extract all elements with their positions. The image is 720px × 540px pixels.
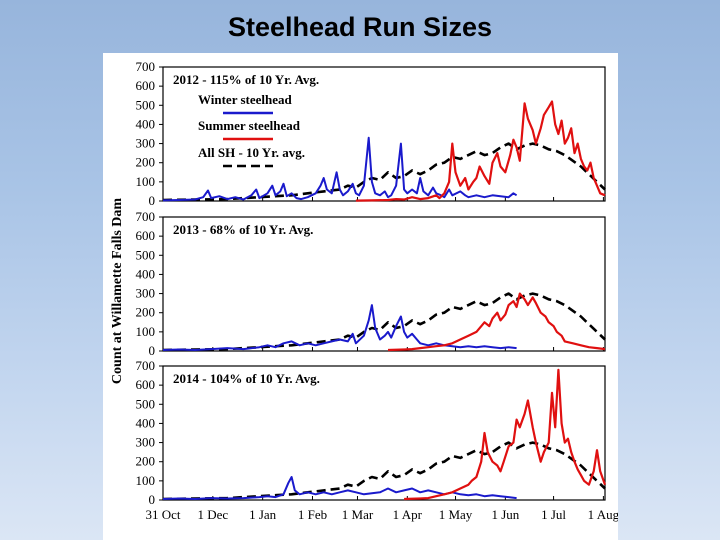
y-tick-label: 100 [136,473,156,488]
panel-3: 0 100 200 300 400 500 600 700 2014 - 104% of 10 … [136,358,607,507]
panel-2: 0 100 200 300 400 500 600 700 2013 - 68% of 10 Y… [136,209,606,358]
y-tick-label: 600 [136,78,156,93]
series-line-summer [387,292,606,352]
y-tick-label: 200 [136,155,156,170]
x-tick-label: 1 Jan [249,507,277,522]
y-tick-label: 400 [136,415,156,430]
panel-title: 2012 - 115% of 10 Yr. Avg. [173,72,319,87]
series-line-winter [162,476,517,500]
series-line-winter [162,136,518,202]
y-tick-label: 0 [149,492,156,507]
series-line-winter [162,304,517,351]
panel-frame [162,216,606,352]
slide-title: Steelhead Run Sizes [227,12,493,42]
x-tick-label: 1 Aug [588,507,618,522]
series-line-summer [404,368,607,501]
y-tick-label: 500 [136,97,156,112]
series-line-summer [355,100,606,202]
y-tick-label: 100 [136,324,156,339]
y-tick-label: 300 [136,136,156,151]
legend-label: Summer steelhead [198,118,301,133]
y-tick-label: 200 [136,305,156,320]
y-tick-label: 700 [136,209,156,224]
panel-title: 2014 - 104% of 10 Yr. Avg. [173,371,320,386]
x-tick-label: 31 Oct [145,507,180,522]
panel-1: 0 100 200 300 400 500 600 700 2012 - 115% of 10 … [136,59,606,208]
panel-frame [162,365,606,501]
x-tick-label: 1 Dec [197,507,228,522]
legend: Winter steelhead Summer steelhead All SH -… [198,92,305,168]
y-tick-label: 400 [136,266,156,281]
chart-panel: Count at Willamette Falls Dam 0 100 200 300… [103,53,618,540]
y-tick-label: 600 [136,228,156,243]
y-tick-label: 100 [136,174,156,189]
y-tick-label: 700 [136,358,156,373]
y-tick-label: 200 [136,454,156,469]
steelhead-chart: Count at Willamette Falls Dam 0 100 200 300… [110,59,618,522]
series-line-avg [162,142,606,202]
y-tick-label: 300 [136,286,156,301]
y-tick-label: 0 [149,193,156,208]
y-tick-label: 600 [136,377,156,392]
x-tick-label: 1 Jun [491,507,519,522]
x-tick-label: 1 Mar [342,507,374,522]
x-tick-label: 1 Feb [298,507,327,522]
x-tick-label: 1 Apr [393,507,423,522]
x-tick-label: 1 Jul [541,507,566,522]
legend-label: Winter steelhead [198,92,293,107]
y-tick-label: 500 [136,247,156,262]
series-line-avg [162,292,606,352]
y-tick-label: 300 [136,435,156,450]
y-axis-label: Count at Willamette Falls Dam [110,198,125,384]
y-tick-label: 500 [136,396,156,411]
x-tick-label: 1 May [439,507,473,522]
y-tick-label: 700 [136,59,156,74]
y-tick-label: 400 [136,116,156,131]
y-tick-label: 0 [149,343,156,358]
legend-label: All SH - 10 Yr. avg. [198,145,305,160]
panel-title: 2013 - 68% of 10 Yr. Avg. [173,222,313,237]
